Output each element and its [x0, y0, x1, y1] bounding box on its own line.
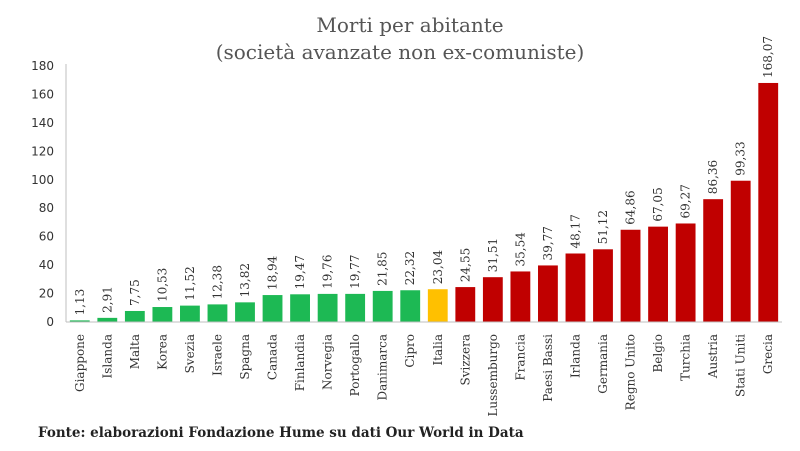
x-tick-label: Regno Unito — [624, 334, 638, 410]
y-tick-label: 80 — [39, 201, 54, 215]
data-label: 22,32 — [403, 251, 417, 285]
x-tick-label: Lussemburgo — [486, 334, 500, 417]
x-tick-label: Irlanda — [568, 334, 582, 378]
y-tick-label: 40 — [39, 258, 54, 272]
x-tick-label: Spagna — [238, 334, 252, 380]
x-tick-label: Canada — [266, 334, 280, 380]
x-tick-label: Malta — [128, 334, 142, 369]
x-tick-label: Austria — [706, 334, 720, 379]
y-tick-label: 60 — [39, 230, 54, 244]
chart-subtitle: (società avanzate non ex-comuniste) — [216, 40, 585, 64]
x-tick-label: Belgio — [651, 334, 665, 373]
source-note: Fonte: elaborazioni Fondazione Hume su d… — [38, 425, 524, 441]
data-label: 99,33 — [734, 141, 748, 175]
x-tick-label: Svezia — [183, 334, 197, 373]
data-label: 2,91 — [100, 286, 114, 313]
x-tick-label: Stati Uniti — [734, 334, 748, 397]
data-label: 64,86 — [624, 190, 638, 224]
data-label: 19,47 — [293, 255, 307, 289]
data-label: 19,77 — [348, 255, 362, 289]
data-label: 10,53 — [155, 268, 169, 302]
bar — [180, 305, 200, 322]
y-tick-label: 160 — [31, 87, 54, 101]
x-tick-label: Cipro — [403, 334, 417, 368]
x-tick-label: Korea — [155, 334, 169, 370]
data-label: 21,85 — [376, 252, 390, 286]
bar — [482, 277, 503, 322]
x-tick-label: Islanda — [100, 334, 114, 378]
y-tick-label: 0 — [46, 315, 54, 329]
bar — [97, 317, 118, 322]
data-label: 168,07 — [761, 36, 775, 78]
x-axis-labels: Giappone Islanda Malta Korea Svezia Israele Sp… — [73, 334, 775, 417]
data-label: 67,05 — [651, 187, 665, 221]
x-tick-label: Turchia — [679, 334, 693, 381]
data-label: 51,12 — [596, 210, 610, 244]
data-labels: 1,13 2,91 7,75 10,53 11,52 12,38 13,82 18,94 19,… — [73, 36, 775, 315]
y-axis: 0 20 40 60 80 100 120 140 160 180 — [31, 59, 67, 329]
data-label: 13,82 — [238, 263, 252, 297]
bar — [235, 302, 255, 322]
bar — [730, 180, 751, 322]
bar — [69, 320, 90, 322]
y-tick-label: 100 — [31, 173, 54, 187]
data-label: 7,75 — [128, 279, 142, 306]
bar — [510, 271, 531, 322]
bars — [66, 82, 782, 323]
data-label: 19,76 — [321, 255, 335, 289]
bar — [124, 310, 145, 322]
data-label: 23,04 — [431, 250, 445, 285]
data-label: 39,77 — [541, 226, 555, 260]
data-label: 1,13 — [73, 289, 87, 316]
data-label: 11,52 — [183, 266, 197, 300]
bar — [455, 287, 476, 322]
bar — [372, 290, 393, 322]
data-label: 48,17 — [568, 214, 582, 248]
x-tick-label: Giappone — [73, 334, 87, 392]
y-tick-label: 20 — [39, 287, 54, 301]
bar — [538, 265, 558, 322]
bar — [648, 226, 668, 322]
x-tick-label: Italia — [431, 334, 445, 366]
bar — [207, 304, 228, 322]
x-tick-label: Norvegia — [321, 334, 335, 390]
data-label: 12,38 — [210, 265, 224, 299]
y-tick-label: 180 — [31, 59, 54, 73]
bar — [345, 293, 366, 322]
bar — [620, 229, 641, 322]
data-label: 35,54 — [513, 232, 527, 267]
bar-chart: Morti per abitante (società avanzate non… — [31, 13, 782, 417]
bar — [565, 253, 586, 322]
data-label: 24,55 — [458, 248, 472, 282]
bar — [427, 289, 448, 322]
data-label: 86,36 — [706, 160, 720, 194]
x-tick-label: Israele — [210, 334, 224, 376]
chart-title: Morti per abitante — [316, 13, 503, 37]
y-tick-label: 140 — [31, 116, 54, 130]
x-tick-label: Grecia — [761, 334, 775, 374]
x-tick-label: Germania — [596, 334, 610, 394]
x-tick-label: Francia — [513, 334, 527, 381]
bar — [703, 199, 724, 322]
bar — [317, 293, 338, 322]
bar — [758, 82, 779, 323]
x-tick-label: Danimarca — [376, 334, 390, 401]
y-tick-label: 120 — [31, 144, 54, 158]
bar — [152, 307, 173, 322]
data-label: 69,27 — [679, 184, 693, 218]
x-tick-label: Paesi Bassi — [541, 334, 555, 402]
bar — [675, 223, 696, 322]
x-tick-label: Finlandia — [293, 334, 307, 391]
bar — [400, 290, 421, 322]
bar — [593, 249, 613, 322]
data-label: 31,51 — [486, 238, 500, 272]
bar — [290, 294, 310, 322]
data-label: 18,94 — [266, 255, 280, 290]
bar — [262, 295, 283, 322]
x-tick-label: Svizzera — [458, 334, 472, 385]
x-tick-label: Portogallo — [348, 334, 362, 396]
